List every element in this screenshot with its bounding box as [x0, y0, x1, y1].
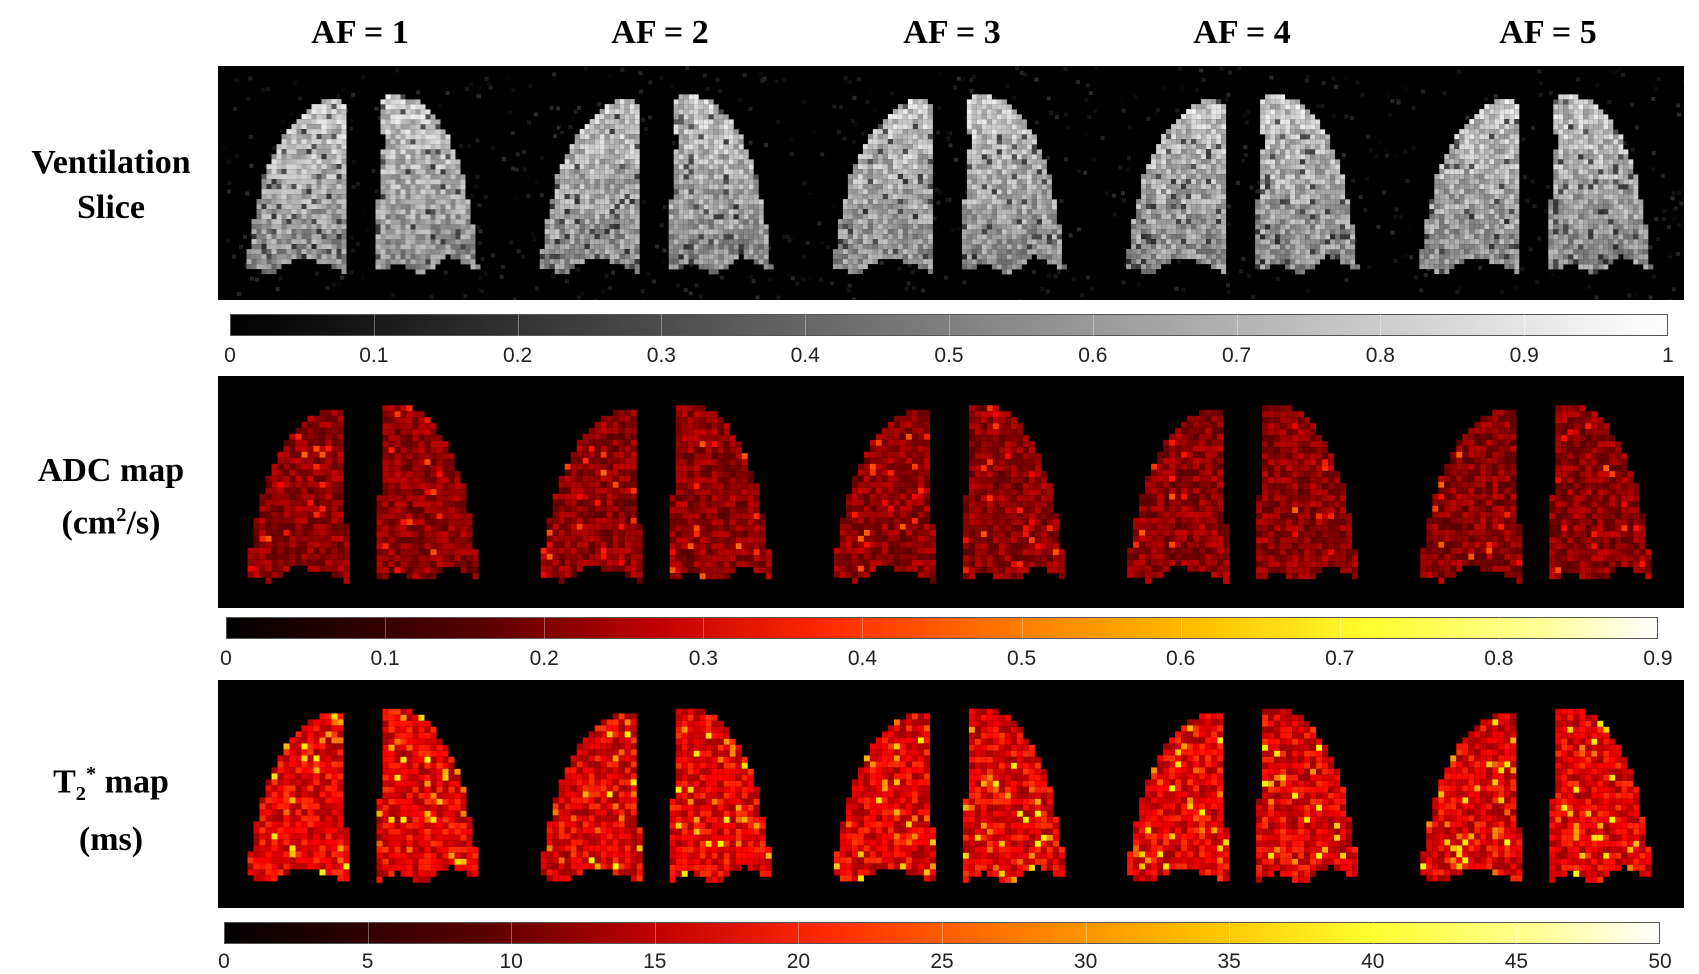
t2-colorbar-tick: [655, 922, 656, 944]
t2-colorbar: [224, 922, 1660, 944]
ventilation-colorbar-ticklabel: 0.1: [359, 344, 388, 368]
t2-colorbar-tick: [798, 922, 799, 944]
ventilation-colorbar-tick: [661, 314, 662, 336]
adc-colorbar-tick: [385, 617, 386, 639]
adc-colorbar-ticklabel: 0.9: [1643, 647, 1672, 671]
ventilation-colorbar-ticklabel: 0.7: [1222, 344, 1251, 368]
ventilation-colorbar-tick: [518, 314, 519, 336]
ventilation-colorbar-tick: [374, 314, 375, 336]
row-label-t2-line1: T2* map: [0, 752, 222, 817]
adc-colorbar-tick: [1499, 617, 1500, 639]
column-header-af1: AF = 1: [260, 14, 460, 52]
row-label-adc-line1: ADC map: [0, 448, 222, 493]
adc-colorbar-ticklabel: 0.8: [1484, 647, 1513, 671]
ventilation-colorbar-tick: [1093, 314, 1094, 336]
adc-colorbar-tick: [862, 617, 863, 639]
ventilation-colorbar-ticklabel: 0.5: [934, 344, 963, 368]
t2-colorbar-tick: [368, 922, 369, 944]
ventilation-colorbar-ticklabel: 0.2: [503, 344, 532, 368]
t2-colorbar-tick: [1516, 922, 1517, 944]
t2-map-panel: [218, 680, 1684, 908]
t2-colorbar-ticklabel: 40: [1361, 950, 1384, 974]
adc-colorbar-ticklabel: 0.1: [371, 647, 400, 671]
ventilation-colorbar-ticklabel: 0.4: [791, 344, 820, 368]
adc-colorbar-tick: [544, 617, 545, 639]
row-label-ventilation-line2: Slice: [0, 185, 222, 230]
adc-map-panel: [218, 376, 1684, 608]
row-label-t2: T2* map (ms): [0, 752, 222, 862]
t2-colorbar-ticklabel: 15: [643, 950, 666, 974]
ventilation-colorbar-tick: [949, 314, 950, 336]
ventilation-colorbar-tick: [1380, 314, 1381, 336]
ventilation-colorbar-ticklabel: 0.9: [1510, 344, 1539, 368]
t2-colorbar-ticklabel: 30: [1074, 950, 1097, 974]
t2-colorbar-tick: [1086, 922, 1087, 944]
row-label-adc: ADC map (cm2/s): [0, 448, 222, 545]
t2-colorbar-tick: [942, 922, 943, 944]
ventilation-colorbar-ticklabel: 0.8: [1366, 344, 1395, 368]
t2-colorbar-tick: [511, 922, 512, 944]
ventilation-colorbar-tick: [1524, 314, 1525, 336]
row-label-adc-line2: (cm2/s): [0, 493, 222, 545]
ventilation-colorbar-ticklabel: 0.6: [1078, 344, 1107, 368]
ventilation-colorbar-tick: [805, 314, 806, 336]
ventilation-colorbar-ticklabel: 0.3: [647, 344, 676, 368]
adc-colorbar-ticklabel: 0.3: [689, 647, 718, 671]
t2-colorbar-ticklabel: 45: [1505, 950, 1528, 974]
ventilation-colorbar-ticklabel: 1: [1662, 344, 1674, 368]
column-header-af4: AF = 4: [1142, 14, 1342, 52]
adc-colorbar-ticklabel: 0.5: [1007, 647, 1036, 671]
ventilation-colorbar: [230, 314, 1668, 336]
t2-colorbar-ticklabel: 25: [930, 950, 953, 974]
t2-colorbar-tick: [1373, 922, 1374, 944]
column-header-af5: AF = 5: [1448, 14, 1648, 52]
row-label-t2-line2: (ms): [0, 817, 222, 862]
adc-colorbar-ticklabel: 0.4: [848, 647, 877, 671]
t2-colorbar-ticklabel: 0: [218, 950, 230, 974]
adc-colorbar-ticklabel: 0: [220, 647, 232, 671]
t2-colorbar-tick: [1229, 922, 1230, 944]
adc-colorbar-ticklabel: 0.2: [530, 647, 559, 671]
adc-colorbar-ticklabel: 0.6: [1166, 647, 1195, 671]
adc-colorbar-tick: [703, 617, 704, 639]
column-header-af3: AF = 3: [852, 14, 1052, 52]
adc-colorbar-ticklabel: 0.7: [1325, 647, 1354, 671]
t2-lung-maps: [218, 680, 1684, 908]
t2-colorbar-ticklabel: 35: [1218, 950, 1241, 974]
adc-lung-maps: [218, 376, 1684, 608]
column-header-af2: AF = 2: [560, 14, 760, 52]
ventilation-image-panel: [218, 66, 1684, 300]
t2-colorbar-ticklabel: 50: [1648, 950, 1671, 974]
t2-colorbar-ticklabel: 5: [362, 950, 374, 974]
adc-colorbar-gradient: [226, 617, 1658, 639]
ventilation-colorbar-ticklabel: 0: [224, 344, 236, 368]
adc-colorbar: [226, 617, 1658, 639]
ventilation-colorbar-tick: [1237, 314, 1238, 336]
row-label-ventilation: Ventilation Slice: [0, 140, 222, 230]
ventilation-lung-images: [218, 66, 1684, 300]
t2-colorbar-ticklabel: 10: [500, 950, 523, 974]
row-label-ventilation-line1: Ventilation: [0, 140, 222, 185]
adc-colorbar-tick: [1181, 617, 1182, 639]
adc-colorbar-tick: [1022, 617, 1023, 639]
t2-colorbar-ticklabel: 20: [787, 950, 810, 974]
adc-colorbar-tick: [1340, 617, 1341, 639]
